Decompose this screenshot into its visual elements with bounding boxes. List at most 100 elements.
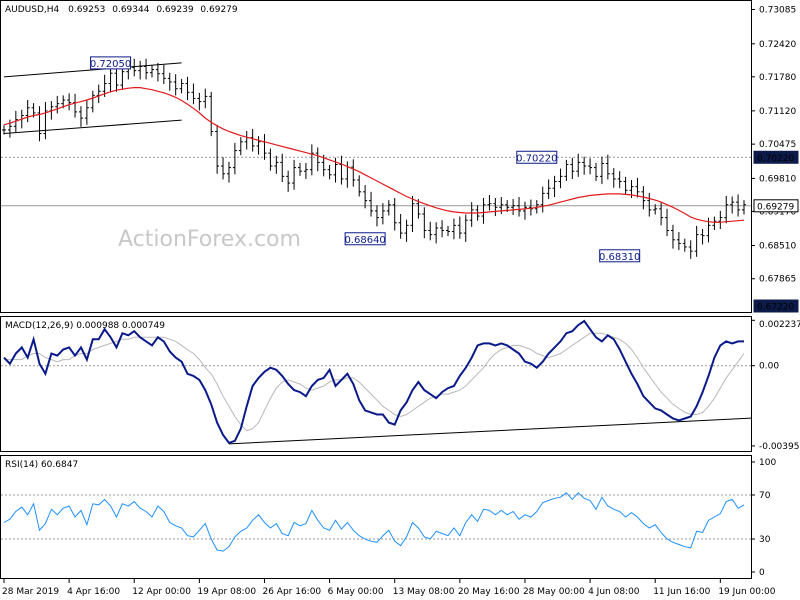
price-bar-62 bbox=[369, 191, 374, 217]
macd-reference-lines bbox=[1, 365, 752, 445]
price-annotation-box-1 bbox=[344, 232, 386, 246]
macd-trend-line bbox=[228, 417, 752, 445]
price-bar-98 bbox=[582, 156, 587, 175]
price-bar-25 bbox=[150, 64, 154, 78]
price-bar-97 bbox=[576, 153, 581, 177]
price-bar-9 bbox=[55, 95, 60, 114]
macd-signal-line bbox=[4, 332, 745, 432]
price-bar-35 bbox=[209, 91, 214, 137]
price-bar-77 bbox=[457, 216, 462, 239]
price-axis-label-3: 0.71120 bbox=[759, 107, 796, 117]
price-annotation-3: 0.68310 bbox=[599, 249, 641, 263]
price-bar-88 bbox=[522, 201, 527, 220]
price-bar-120 bbox=[712, 216, 717, 230]
price-bar-32 bbox=[191, 83, 196, 105]
price-bar-110 bbox=[653, 204, 658, 215]
price-bar-104 bbox=[617, 171, 622, 189]
price-bar-64 bbox=[380, 203, 385, 225]
price-bar-29 bbox=[173, 74, 178, 96]
price-bar-105 bbox=[623, 176, 628, 195]
price-axis-label-2: 0.71780 bbox=[759, 73, 796, 83]
price-bar-71 bbox=[422, 207, 427, 239]
price-bar-24 bbox=[144, 58, 149, 80]
price-panel-frame bbox=[0, 0, 752, 313]
price-bar-28 bbox=[167, 72, 172, 91]
price-bar-37 bbox=[221, 157, 226, 180]
macd-title: MACD(12,26,9) 0.000988 0.000749 bbox=[5, 321, 165, 331]
price-bar-100 bbox=[594, 162, 598, 181]
time-axis-label-7: 20 May 16:00 bbox=[458, 587, 520, 597]
watermark: ActionForex.com bbox=[118, 227, 301, 252]
price-bar-99 bbox=[588, 158, 593, 175]
price-bar-81 bbox=[481, 198, 486, 224]
price-bar-39 bbox=[232, 142, 237, 175]
price-bar-11 bbox=[67, 93, 72, 111]
price-bar-22 bbox=[132, 58, 137, 77]
price-bar-43 bbox=[256, 136, 261, 155]
price-reference-lines bbox=[1, 156, 751, 207]
macd-axis-label-2: -0.00395 bbox=[759, 442, 799, 452]
price-bar-48 bbox=[286, 170, 291, 192]
price-bar-101 bbox=[599, 156, 604, 185]
price-open: 0.69253 bbox=[68, 5, 105, 15]
rsi-panel-frame bbox=[0, 455, 752, 579]
price-bar-82 bbox=[487, 194, 492, 211]
price-bar-27 bbox=[161, 64, 166, 85]
price-bar-117 bbox=[694, 225, 699, 257]
price-annotation-label-2: 0.70220 bbox=[516, 153, 557, 164]
price-bar-18 bbox=[108, 67, 113, 93]
price-bar-33 bbox=[197, 92, 202, 111]
price-bar-113 bbox=[670, 224, 675, 249]
price-bar-36 bbox=[215, 124, 220, 174]
price-annotation-0: 0.72050 bbox=[90, 56, 131, 70]
price-bar-46 bbox=[274, 155, 279, 174]
price-bar-49 bbox=[292, 159, 297, 190]
price-bar-60 bbox=[357, 175, 362, 197]
time-axis-label-10: 11 Jun 16:00 bbox=[653, 587, 710, 597]
price-bar-102 bbox=[605, 154, 610, 180]
price-bar-68 bbox=[404, 219, 409, 242]
price-tag-1: 0.69279 bbox=[753, 199, 799, 213]
rsi-axis-label-1: 70 bbox=[759, 491, 771, 501]
macd-axis-label-0: 0.002237 bbox=[759, 320, 800, 330]
price-axis-label-6: 0.69170 bbox=[759, 207, 796, 217]
macd-panel-frame bbox=[0, 316, 752, 452]
price-bar-15 bbox=[90, 90, 95, 113]
price-bar-83 bbox=[493, 198, 498, 217]
price-annotation-label-0: 0.72050 bbox=[90, 59, 131, 70]
macd-y-axis: 0.002237 0.00 -0.00395 bbox=[751, 319, 800, 452]
price-bar-118 bbox=[700, 228, 705, 245]
price-bar-79 bbox=[469, 202, 474, 227]
price-axis-label-7: 0.68510 bbox=[759, 241, 796, 251]
price-axis-label-4: 0.70475 bbox=[759, 140, 796, 150]
price-bar-40 bbox=[238, 137, 243, 156]
price-bar-14 bbox=[84, 100, 89, 125]
price-annotation-label-3: 0.68310 bbox=[599, 252, 640, 263]
price-bar-109 bbox=[647, 192, 652, 217]
time-axis-label-8: 28 May 00:00 bbox=[523, 587, 585, 597]
price-bar-31 bbox=[185, 76, 190, 101]
price-bar-124 bbox=[736, 194, 741, 217]
price-panel: ActionForex.com 0.72050 0.68640 0.70220 0.6… bbox=[0, 0, 799, 313]
rsi-reference-lines bbox=[1, 494, 751, 540]
price-bar-13 bbox=[78, 106, 83, 127]
time-axis-label-1: 4 Apr 16:00 bbox=[67, 587, 120, 597]
price-bar-50 bbox=[298, 162, 302, 176]
price-bar-45 bbox=[268, 148, 273, 171]
price-bar-123 bbox=[730, 196, 735, 214]
price-axis-label-0: 0.73085 bbox=[759, 6, 796, 16]
price-bar-55 bbox=[327, 165, 332, 180]
price-annotation-2: 0.70220 bbox=[516, 150, 557, 164]
price-bar-51 bbox=[303, 162, 308, 179]
rsi-axis-label-0: 100 bbox=[759, 458, 776, 468]
time-axis-label-9: 4 Jun 08:00 bbox=[588, 587, 640, 597]
price-close: 0.69279 bbox=[200, 5, 237, 15]
price-bar-47 bbox=[280, 153, 285, 183]
price-annotation-box-3 bbox=[599, 249, 641, 263]
price-bar-20 bbox=[120, 67, 125, 90]
price-bar-67 bbox=[398, 214, 403, 239]
price-bar-72 bbox=[428, 221, 433, 241]
price-bar-26 bbox=[155, 62, 160, 82]
price-tag-label-0: 0.70220 bbox=[757, 154, 794, 164]
